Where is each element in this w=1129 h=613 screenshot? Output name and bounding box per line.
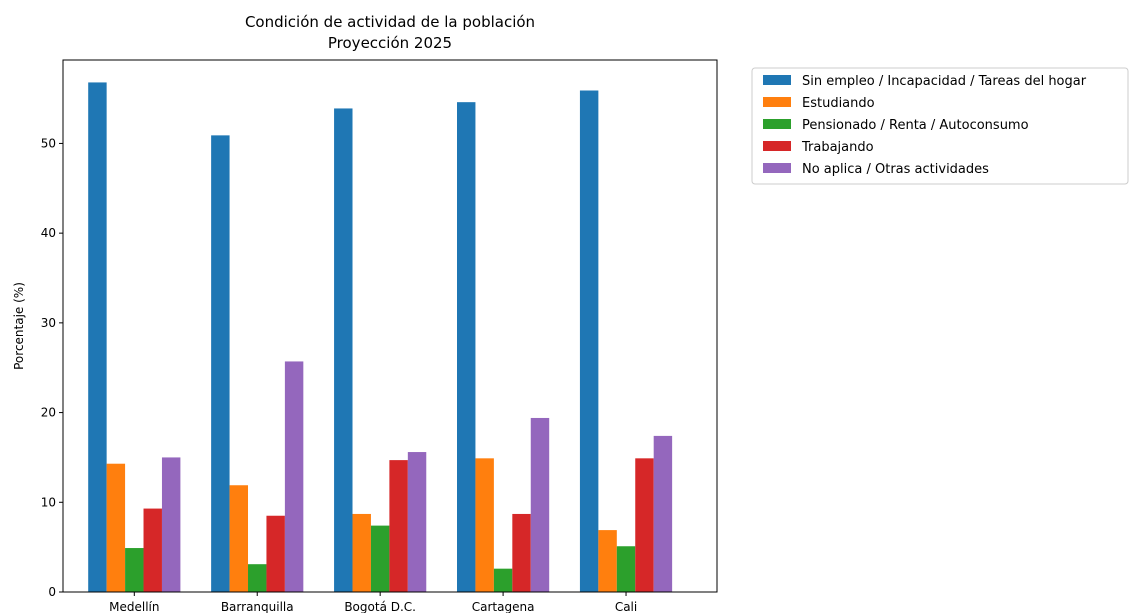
bar-5-3 (407, 452, 427, 592)
bar-2-1 (106, 463, 126, 592)
bar-5-5 (653, 435, 673, 592)
y-tick-label: 0 (48, 585, 56, 599)
bar-4-1 (143, 508, 162, 592)
y-tick-label: 10 (41, 495, 56, 509)
bar-3-2 (248, 564, 267, 592)
x-tick-label: Cali (615, 600, 637, 613)
bar-4-4 (512, 513, 531, 592)
y-tick-label: 50 (41, 136, 56, 150)
bar-4-2 (266, 515, 285, 592)
legend-frame (751, 67, 1129, 185)
legend-label: Trabajando (801, 140, 874, 155)
legend-swatch (763, 97, 791, 107)
bar-2-3 (352, 513, 371, 592)
bar-1-5 (579, 90, 599, 592)
bar-4-5 (635, 458, 654, 592)
bar-3-5 (616, 546, 636, 592)
bar-5-1 (161, 457, 181, 592)
x-tick-label: Barranquilla (221, 600, 294, 613)
bars-layer (88, 82, 673, 593)
axes-layer: 0 10 20 30 40 50 Medellín Barranquilla Bogotá D.… (41, 59, 718, 613)
legend-swatch (763, 141, 791, 151)
bar-2-5 (598, 530, 617, 592)
bar-1-3 (334, 108, 353, 592)
y-axis-label: Porcentaje (%) (12, 282, 26, 370)
y-tick-label: 40 (41, 226, 56, 240)
bar-2-2 (229, 485, 249, 592)
legend: Sin empleo / Incapacidad / Tareas del ho… (751, 67, 1129, 185)
bar-1-4 (457, 102, 476, 593)
legend-swatch (763, 163, 791, 173)
plot-frame (62, 59, 718, 593)
legend-label: Sin empleo / Incapacidad / Tareas del ho… (802, 74, 1087, 89)
bar-1-1 (88, 82, 107, 593)
bar-5-4 (530, 417, 550, 592)
bar-3-3 (370, 525, 390, 592)
chart-subtitle: Proyección 2025 (328, 34, 452, 52)
bar-3-1 (125, 548, 144, 592)
legend-label: Pensionado / Renta / Autoconsumo (802, 118, 1029, 133)
chart-title: Condición de actividad de la población (245, 13, 535, 31)
legend-swatch (763, 75, 791, 85)
y-tick-label: 20 (41, 406, 56, 420)
x-tick-label: Medellín (109, 600, 159, 613)
x-tick-label: Cartagena (472, 600, 535, 613)
legend-label: No aplica / Otras actividades (802, 162, 989, 177)
bar-5-2 (284, 361, 304, 592)
bar-2-4 (475, 458, 494, 592)
legend-swatch (763, 119, 791, 129)
y-tick-label: 30 (41, 316, 56, 330)
bar-1-2 (211, 135, 230, 593)
x-tick-label: Bogotá D.C. (344, 600, 416, 613)
bar-4-3 (389, 460, 408, 592)
legend-label: Estudiando (802, 96, 875, 111)
bar-3-4 (493, 568, 513, 592)
